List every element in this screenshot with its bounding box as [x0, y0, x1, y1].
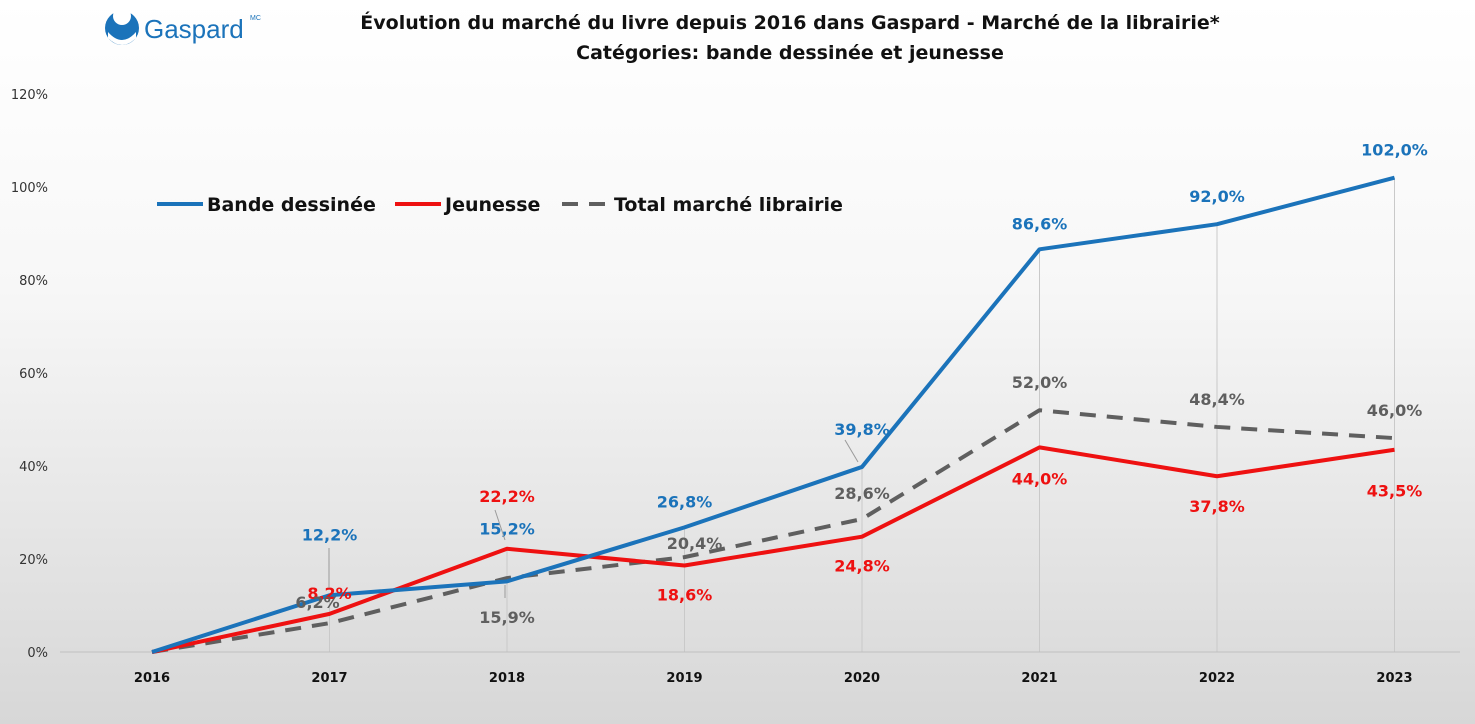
x-tick-label: 2018	[489, 671, 525, 686]
data-label: 102,0%	[1361, 141, 1428, 160]
x-tick-label: 2020	[844, 671, 880, 686]
chart-title-block: Évolution du marché du livre depuis 2016…	[300, 8, 1280, 68]
data-label: 8,2%	[307, 584, 351, 603]
logo-text: Gaspard	[144, 14, 244, 44]
legend: Bande dessinée Jeunesse Total marché libra…	[157, 194, 843, 216]
chart-title: Évolution du marché du livre depuis 2016…	[360, 12, 1220, 34]
data-labels: 12,2% 15,2% 26,8% 39,8% 86,6% 92,0% 102,0% 8,2%…	[295, 141, 1428, 627]
legend-label-2: Total marché librairie	[614, 194, 843, 216]
data-label: 92,0%	[1189, 187, 1245, 206]
legend-label-0: Bande dessinée	[207, 194, 376, 216]
y-tick-label: 20%	[19, 553, 48, 568]
data-label: 44,0%	[1012, 469, 1068, 488]
gridlines	[60, 177, 1460, 653]
series-line-0	[151, 175, 1396, 654]
x-axis: 2016 2017 2018 2019 2020 2021 2022 2023	[134, 671, 1413, 686]
x-tick-label: 2016	[134, 671, 170, 686]
series-line-1	[151, 445, 1395, 654]
y-tick-label: 40%	[19, 460, 48, 475]
logo-smile	[108, 32, 136, 45]
gaspard-logo: Gaspard MC	[100, 2, 270, 52]
data-label: 43,5%	[1367, 482, 1423, 501]
x-tick-label: 2019	[666, 671, 702, 686]
series-lines	[151, 175, 1396, 654]
data-label: 24,8%	[834, 557, 890, 576]
data-label: 6,2%	[295, 593, 339, 612]
data-label: 22,2%	[479, 487, 535, 506]
y-tick-label: 80%	[19, 274, 48, 289]
x-tick-label: 2023	[1376, 671, 1412, 686]
y-tick-label: 0%	[27, 646, 48, 661]
data-label: 20,4%	[667, 534, 723, 553]
logo-icon: Gaspard MC	[105, 7, 261, 45]
y-axis: 0% 20% 40% 60% 80% 100% 120%	[11, 88, 48, 661]
data-label: 48,4%	[1189, 390, 1245, 409]
x-tick-label: 2021	[1021, 671, 1057, 686]
x-tick-label: 2022	[1199, 671, 1235, 686]
legend-label-1: Jeunesse	[443, 194, 540, 216]
leader-line	[844, 439, 859, 463]
data-label: 86,6%	[1012, 214, 1068, 233]
data-label: 37,8%	[1189, 497, 1245, 516]
data-label: 52,0%	[1012, 373, 1068, 392]
series-line-2	[151, 408, 1395, 654]
y-tick-label: 60%	[19, 367, 48, 382]
data-label: 18,6%	[657, 586, 713, 605]
data-label: 46,0%	[1367, 401, 1423, 420]
x-tick-label: 2017	[311, 671, 347, 686]
logo-circle	[105, 11, 139, 45]
data-label: 12,2%	[302, 525, 358, 544]
logo-mark: MC	[250, 15, 261, 22]
data-label: 39,8%	[834, 420, 890, 439]
logo-head	[113, 7, 131, 25]
data-label: 15,2%	[479, 519, 535, 538]
y-tick-label: 100%	[11, 181, 48, 196]
data-label: 26,8%	[657, 492, 713, 511]
data-label: 15,9%	[479, 608, 535, 627]
data-label: 28,6%	[834, 484, 890, 503]
chart-subtitle: Catégories: bande dessinée et jeunesse	[576, 42, 1004, 64]
y-tick-label: 120%	[11, 88, 48, 103]
leader-line	[494, 509, 506, 541]
